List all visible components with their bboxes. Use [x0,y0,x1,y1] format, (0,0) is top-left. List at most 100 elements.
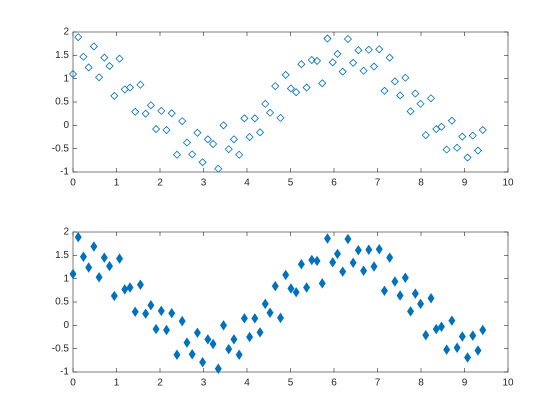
point [385,53,394,62]
point [152,323,160,335]
point [163,324,171,336]
point [287,283,295,294]
point [386,252,394,263]
axes-box [72,231,509,373]
point [157,305,165,317]
point [142,308,150,319]
point [464,352,472,363]
x-tick-label: 3 [201,378,207,389]
y-tick-label: 2 [63,27,69,38]
point [422,329,430,341]
y-tick-label: -1 [60,367,69,378]
point [343,34,352,44]
point [116,253,124,264]
point [173,349,181,360]
point [442,145,451,154]
point [85,262,93,273]
point [188,150,197,159]
point [323,34,332,43]
point [95,73,104,82]
axes-box [72,31,509,173]
point [178,315,186,327]
point [458,331,466,342]
x-tick-label: 10 [502,378,514,389]
point [214,164,223,173]
point [146,101,155,110]
point [131,306,139,318]
point [406,107,415,116]
point [303,282,311,293]
point [281,70,290,79]
point [292,88,301,97]
point [469,330,477,341]
point [136,80,145,89]
point [380,86,389,95]
point [136,279,144,290]
point [364,45,373,54]
x-tick-label: 8 [418,378,424,389]
point [277,312,284,324]
point [380,285,388,297]
x-tick-label: 1 [114,178,120,189]
point [276,113,285,122]
point [188,349,196,360]
point [349,257,357,269]
y-tick-label: -1 [60,167,69,178]
x-tick-label: 9 [462,178,468,189]
point [411,89,420,98]
point [437,122,446,131]
point [147,300,155,311]
y-tick-label: 1 [63,273,69,284]
y-tick-label: -0.5 [52,143,70,154]
point [125,83,135,92]
point [427,293,435,304]
point [474,345,482,356]
x-tick-label: 7 [375,378,381,389]
point [245,132,254,142]
point [308,254,316,266]
point [271,280,279,292]
x-tick-label: 4 [244,378,250,389]
point [105,62,114,71]
x-tick-label: 3 [201,178,207,189]
x-tick-label: 6 [331,378,337,389]
x-tick-label: 2 [157,378,163,389]
point [199,356,207,368]
point [349,58,358,67]
point [432,323,440,335]
point [307,55,316,65]
point [354,46,363,55]
point [219,121,228,130]
point [282,269,290,281]
point [369,62,379,71]
point [214,363,222,374]
point [359,66,368,75]
point [209,338,217,350]
x-tick-label: 5 [288,378,294,389]
point [203,135,212,144]
point [339,266,347,277]
point [407,306,415,317]
point [235,349,243,360]
point [396,91,405,100]
point [391,276,399,287]
point [224,145,233,154]
point [333,49,342,58]
point [266,307,274,318]
point [375,45,384,54]
point [458,132,467,141]
point [235,150,244,159]
point [74,231,82,243]
point [167,109,176,118]
point [302,83,311,92]
point [74,33,83,42]
point [453,143,462,152]
point [168,307,176,319]
point [478,125,487,135]
point [426,94,436,103]
point [240,313,248,324]
point [225,343,233,355]
point [110,290,118,302]
point [417,298,425,310]
point [401,272,409,283]
